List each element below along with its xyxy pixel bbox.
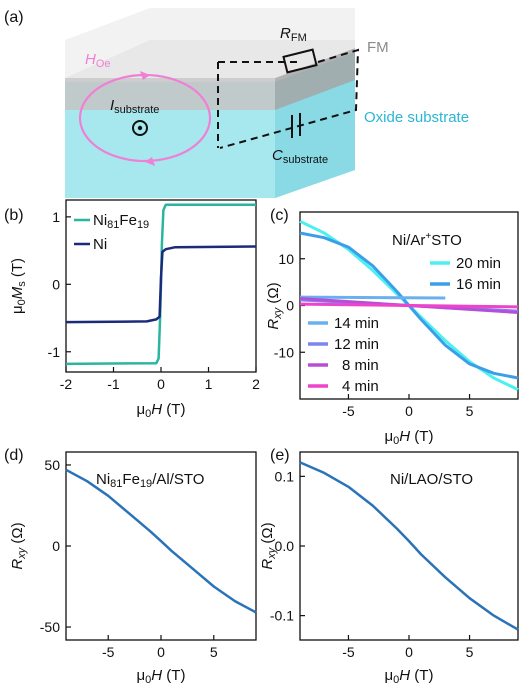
chart-d-title: Ni81Fe19/Al/STO — [96, 471, 204, 490]
panel-d-label: (d) — [4, 447, 24, 464]
y-tick-label: -10 — [274, 344, 294, 360]
legend-16min: 16 min — [456, 276, 501, 293]
chart-e-title: Ni/LAO/STO — [390, 471, 473, 488]
chart-c-hall-resistance: (c) -5 0 5 -10 0 10 Ni/Ar+STO 20 min 16 min 1… — [265, 207, 519, 447]
x-tick-label: -2 — [60, 376, 73, 392]
panel-a-label: (a) — [4, 9, 24, 26]
legend-20min: 20 min — [456, 255, 501, 272]
resistor-symbol — [282, 48, 318, 74]
oxide-substrate-label: Oxide substrate — [364, 109, 469, 126]
y-tick-label: 0 — [286, 298, 294, 314]
series-line-0 — [299, 461, 519, 631]
x-tick-label: 5 — [466, 403, 474, 419]
x-tick-label: 1 — [205, 376, 213, 392]
panel-b-label: (b) — [4, 207, 24, 224]
x-tick-label: -5 — [342, 644, 355, 660]
panel-c-label: (c) — [270, 207, 289, 224]
x-tick-label: 2 — [252, 376, 260, 392]
series-line-4-min — [299, 302, 519, 309]
x-tick-label: 0 — [157, 376, 165, 392]
y-axis-label-c: Rxy (Ω) — [265, 282, 284, 329]
series-b — [65, 203, 257, 366]
y-tick-label: 0 — [52, 538, 60, 554]
circuit-dashed-path — [218, 48, 360, 149]
chart-e-hall-resistance: (e) -5 0 5 -0.1 0.0 0.1 Ni/LAO/STO μ0H (T) Rx… — [259, 447, 519, 685]
x-axis-label-b: μ0H (T) — [137, 401, 186, 420]
fm-label: FM — [367, 39, 389, 56]
legend-12min: 12 min — [334, 336, 379, 353]
y-tick-label: 50 — [44, 457, 60, 473]
i-substrate-label: Isubstrate — [110, 97, 159, 116]
x-tick-label: 0 — [157, 644, 165, 660]
current-out-of-plane-icon — [132, 120, 148, 136]
y-tick-label: 10 — [278, 251, 294, 267]
c-substrate-label: Csubstrate — [272, 147, 328, 166]
x-tick-label: -1 — [107, 376, 120, 392]
x-tick-label: -5 — [102, 644, 115, 660]
panel-a-schematic: (a) HOe RFM Isubstrate Csubstrate FM Oxi… — [4, 8, 469, 198]
ticks-b: -2 -1 0 1 2 -1 0 1 — [48, 209, 261, 392]
x-tick-label: 5 — [210, 644, 218, 660]
legend-ni: Ni — [93, 236, 107, 253]
y-tick-label: 0 — [52, 276, 60, 292]
current-dot-icon — [137, 125, 143, 131]
legend-ni81fe19: Ni81Fe19 — [93, 212, 149, 231]
y-tick-label: -1 — [48, 344, 61, 360]
x-tick-label: -5 — [342, 403, 355, 419]
y-axis-label-e: Rxy (Ω) — [259, 522, 278, 569]
x-tick-label: 0 — [405, 403, 413, 419]
y-tick-label: 0.1 — [275, 468, 295, 484]
y-tick-label: -0.1 — [270, 608, 294, 624]
fm-side — [275, 48, 355, 110]
series-c — [299, 219, 519, 391]
y-tick-label: 0.0 — [275, 538, 295, 554]
x-tick-label: 5 — [466, 644, 474, 660]
x-axis-label-e: μ0H (T) — [385, 667, 434, 685]
y-axis-label-d: Rxy (Ω) — [9, 522, 28, 569]
ticks-c: -5 0 5 -10 0 10 — [274, 251, 474, 419]
x-axis-label-d: μ0H (T) — [137, 667, 186, 685]
chart-c-title: Ni/Ar+STO — [392, 231, 462, 249]
top-cover — [65, 8, 355, 78]
series-line-ni — [65, 245, 257, 324]
legend-14min: 14 min — [334, 315, 379, 332]
x-axis-label-c: μ0H (T) — [385, 428, 434, 447]
loop-arrow-bottom — [145, 157, 155, 166]
legend-8min: 8 min — [342, 357, 379, 374]
x-tick-label: 0 — [405, 644, 413, 660]
y-axis-label-b: μ0Ms (T) — [9, 258, 28, 314]
panel-e-label: (e) — [270, 447, 290, 464]
loop-arrow-top — [140, 71, 150, 80]
series-line-0 — [65, 468, 257, 614]
legend-4min: 4 min — [342, 378, 379, 395]
chart-b-magnetization: (b) -2 -1 0 1 2 -1 0 1 Ni81Fe19 Ni μ0H (T) μ0Ms… — [4, 199, 261, 420]
r-fm-label: RFM — [280, 25, 307, 44]
fm-front — [65, 78, 275, 110]
ticks-e: -5 0 5 -0.1 0.0 0.1 — [270, 468, 474, 660]
series-d — [65, 468, 257, 614]
y-tick-label: -50 — [40, 619, 60, 635]
series-e — [299, 461, 519, 631]
h-oe-label: HOe — [85, 51, 111, 70]
series-line-14-min — [299, 295, 446, 300]
y-tick-label: 1 — [52, 209, 60, 225]
